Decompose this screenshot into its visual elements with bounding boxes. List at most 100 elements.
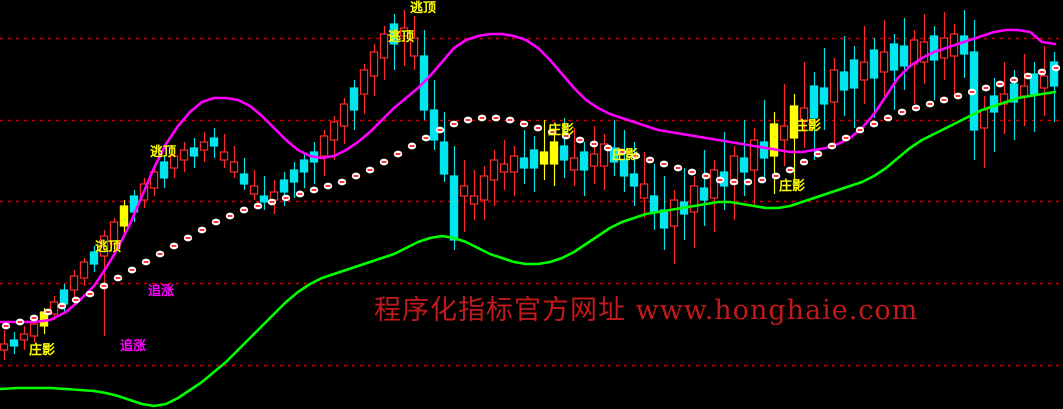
mid-dot-marker-73: [1023, 72, 1033, 80]
mid-dot-marker-33: [463, 116, 473, 124]
candle-26: [259, 176, 269, 210]
mid-dot-marker-52: [729, 178, 739, 186]
candle-7: [69, 270, 79, 298]
mid-dot-marker-41: [575, 136, 585, 144]
mid-dot-marker-56: [785, 166, 795, 174]
mid-dot-marker-2: [29, 314, 39, 322]
mid-dot-marker-60: [841, 134, 851, 142]
mid-dot-marker-64: [897, 108, 907, 116]
candle-39: [389, 14, 399, 70]
annotation-sell-3: 逃顶: [410, 1, 437, 16]
candle-45: [449, 146, 459, 250]
mid-dot-marker-71: [995, 80, 1005, 88]
mid-dot-marker-4: [57, 302, 67, 310]
mid-dot-marker-53: [743, 178, 753, 186]
mid-dot-marker-3: [43, 308, 53, 316]
mid-dot-marker-37: [519, 120, 529, 128]
candle-62: [619, 130, 629, 192]
mid-dot-marker-28: [393, 150, 403, 158]
lower-polyline: [0, 90, 1057, 408]
candle-37: [369, 44, 379, 96]
annotation-shadow-8: 庄影: [548, 123, 575, 138]
candle-series: [0, 10, 1059, 360]
candle-38: [379, 26, 389, 80]
candle-82: [819, 48, 829, 130]
mid-dot-marker-7: [99, 282, 109, 290]
candle-75: [749, 128, 759, 206]
candle-57: [569, 128, 579, 186]
candle-76: [759, 100, 769, 180]
candle-88: [879, 20, 889, 96]
annotation-buy-4: 追涨: [148, 284, 175, 299]
candle-21: [209, 128, 219, 158]
mid-dot-marker-70: [981, 84, 991, 92]
watermark-text: 程序化指标官方网址 www.honghaie.com: [374, 295, 919, 326]
annotation-shadow-9: 庄影: [795, 119, 822, 134]
candle-52: [519, 130, 529, 184]
mid-dot-marker-62: [869, 120, 879, 128]
candle-55: [549, 132, 559, 186]
candle-80: [799, 62, 809, 148]
candle-92: [919, 14, 929, 84]
mid-dot-marker-19: [267, 198, 277, 206]
candle-63: [629, 142, 639, 206]
candle-104: [1039, 46, 1049, 116]
candle-16: [159, 156, 169, 188]
mid-dot-marker-36: [505, 116, 515, 124]
mid-dot-marker-50: [701, 172, 711, 180]
candle-25: [249, 170, 259, 200]
mid-dot-marker-15: [211, 218, 221, 226]
mid-dot-marker-35: [491, 114, 501, 122]
lower-band-line: [0, 90, 1057, 408]
candle-43: [429, 80, 439, 150]
candle-11: [109, 218, 119, 252]
mid-dot-marker-6: [85, 290, 95, 298]
candle-85: [849, 46, 859, 128]
mid-dot-marker-69: [967, 88, 977, 96]
mid-dot-marker-21: [295, 190, 305, 198]
candle-77: [769, 112, 779, 194]
annotation-shadow-10: 庄影: [779, 179, 806, 194]
annotation-sell-2: 逃顶: [388, 30, 415, 45]
mid-dot-marker-18: [253, 202, 263, 210]
candle-24: [239, 158, 249, 190]
candle-53: [529, 136, 539, 192]
candle-60: [599, 134, 609, 190]
mid-dot-marker-8: [113, 274, 123, 282]
candle-15: [149, 166, 159, 196]
mid-dot-marker-67: [939, 96, 949, 104]
mid-dot-marker-26: [365, 166, 375, 174]
candle-90: [899, 18, 909, 90]
mid-dot-marker-5: [71, 296, 81, 304]
candle-20: [199, 132, 209, 162]
candle-12: [119, 200, 129, 234]
candle-9: [89, 246, 99, 272]
candle-71: [709, 160, 719, 232]
mid-dot-marker-66: [925, 100, 935, 108]
candle-67: [669, 190, 679, 264]
mid-dot-marker-49: [687, 168, 697, 176]
candle-51: [509, 146, 519, 196]
candle-2: [19, 326, 29, 350]
mid-dot-marker-43: [603, 144, 613, 152]
mid-dot-marker-61: [855, 126, 865, 134]
candle-105: [1049, 52, 1059, 122]
candle-32: [319, 130, 329, 176]
candle-81: [809, 72, 819, 160]
candle-44: [439, 112, 449, 182]
mid-dot-marker-75: [1051, 64, 1061, 72]
mid-dot-marker-16: [225, 212, 235, 220]
candle-33: [329, 116, 339, 160]
mid-dot-marker-55: [771, 172, 781, 180]
candle-79: [789, 94, 799, 180]
annotation-buy-5: 追涨: [120, 339, 147, 354]
candle-54: [539, 120, 549, 180]
mid-dot-marker-46: [645, 156, 655, 164]
candle-93: [929, 26, 939, 100]
candle-103: [1029, 62, 1039, 132]
candle-69: [689, 176, 699, 248]
candle-35: [349, 80, 359, 130]
annotation-sell-1: 逃顶: [150, 145, 177, 160]
mid-dot-marker-57: [799, 158, 809, 166]
